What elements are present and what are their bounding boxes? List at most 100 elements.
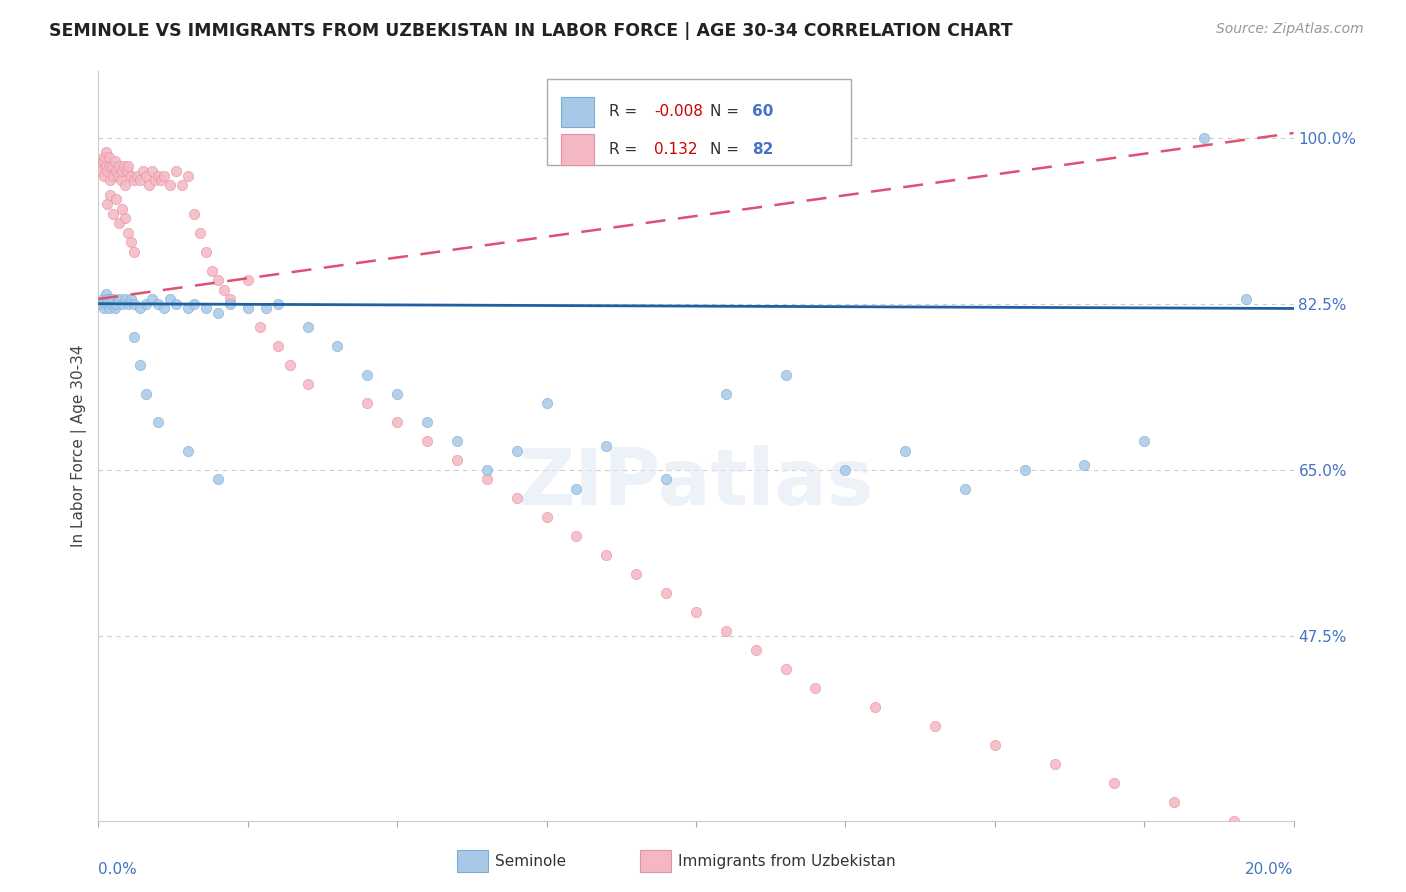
Text: R =: R = xyxy=(609,142,643,157)
Point xyxy=(127,169,149,183)
Point xyxy=(120,169,142,183)
Point xyxy=(108,292,131,306)
Point xyxy=(177,169,200,183)
Point xyxy=(183,297,205,311)
Point xyxy=(141,164,163,178)
Point xyxy=(685,605,707,619)
Point xyxy=(148,415,170,429)
Point xyxy=(278,359,301,373)
Point xyxy=(834,463,856,477)
FancyBboxPatch shape xyxy=(561,135,595,165)
Point xyxy=(96,145,118,159)
Point xyxy=(120,235,142,249)
Point xyxy=(953,482,976,496)
Point xyxy=(536,510,558,524)
Point xyxy=(135,297,157,311)
Point xyxy=(249,320,271,334)
Point xyxy=(1234,292,1257,306)
Point xyxy=(91,154,114,169)
Point xyxy=(93,301,115,316)
Y-axis label: In Labor Force | Age 30-34: In Labor Force | Age 30-34 xyxy=(72,344,87,548)
Point xyxy=(1014,463,1036,477)
Point xyxy=(111,164,134,178)
Text: 60: 60 xyxy=(752,104,773,120)
Point xyxy=(148,297,170,311)
Point xyxy=(96,297,118,311)
Point xyxy=(212,283,235,297)
Point xyxy=(1223,814,1246,828)
Point xyxy=(124,297,146,311)
Point xyxy=(98,173,122,187)
Point xyxy=(475,472,498,486)
Point xyxy=(148,169,170,183)
Point xyxy=(207,472,229,486)
Point xyxy=(267,339,290,353)
Point xyxy=(114,211,136,226)
Point xyxy=(297,320,319,334)
Point xyxy=(984,738,1007,752)
Point xyxy=(91,292,114,306)
Point xyxy=(1163,795,1185,809)
Text: ZIPatlas: ZIPatlas xyxy=(519,445,873,522)
Point xyxy=(105,164,128,178)
Point xyxy=(865,699,887,714)
Point xyxy=(655,472,678,486)
Point xyxy=(565,529,588,543)
Point xyxy=(172,178,194,193)
Text: Seminole: Seminole xyxy=(495,855,567,869)
Point xyxy=(124,244,146,259)
Point xyxy=(446,434,468,449)
Point xyxy=(1133,434,1156,449)
Point xyxy=(207,273,229,287)
Point xyxy=(103,169,125,183)
Point xyxy=(475,463,498,477)
Point xyxy=(117,159,139,173)
Point xyxy=(565,482,588,496)
Point xyxy=(1043,756,1066,771)
Text: 20.0%: 20.0% xyxy=(1246,862,1294,877)
Point xyxy=(188,226,211,240)
Point xyxy=(129,173,152,187)
Point xyxy=(506,443,529,458)
Point xyxy=(103,292,125,306)
Point xyxy=(107,169,129,183)
Point xyxy=(111,297,134,311)
Point xyxy=(129,359,152,373)
Text: -0.008: -0.008 xyxy=(654,104,703,120)
Point xyxy=(114,292,136,306)
Point xyxy=(159,178,181,193)
Point xyxy=(446,453,468,467)
Text: SEMINOLE VS IMMIGRANTS FROM UZBEKISTAN IN LABOR FORCE | AGE 30-34 CORRELATION CH: SEMINOLE VS IMMIGRANTS FROM UZBEKISTAN I… xyxy=(49,22,1012,40)
Point xyxy=(138,178,160,193)
Point xyxy=(103,206,125,220)
Point xyxy=(714,624,737,638)
Point xyxy=(104,301,127,316)
Point xyxy=(115,164,138,178)
Point xyxy=(326,339,349,353)
Point xyxy=(177,443,200,458)
Point xyxy=(90,164,112,178)
Point xyxy=(506,491,529,505)
Point xyxy=(177,301,200,316)
Point xyxy=(110,173,132,187)
Point xyxy=(894,443,917,458)
Text: 0.0%: 0.0% xyxy=(98,862,138,877)
Point xyxy=(714,387,737,401)
Point xyxy=(183,206,205,220)
Point xyxy=(90,297,112,311)
Point xyxy=(207,306,229,320)
Point xyxy=(356,368,378,382)
Point xyxy=(124,173,146,187)
Point xyxy=(416,415,439,429)
Point xyxy=(112,159,135,173)
Point xyxy=(775,662,797,676)
Point xyxy=(219,292,242,306)
Point xyxy=(297,377,319,392)
Point xyxy=(385,415,409,429)
Point xyxy=(745,643,768,657)
Point xyxy=(117,297,139,311)
Point xyxy=(150,173,173,187)
Point xyxy=(195,244,218,259)
Point xyxy=(105,297,128,311)
Point xyxy=(98,187,122,202)
